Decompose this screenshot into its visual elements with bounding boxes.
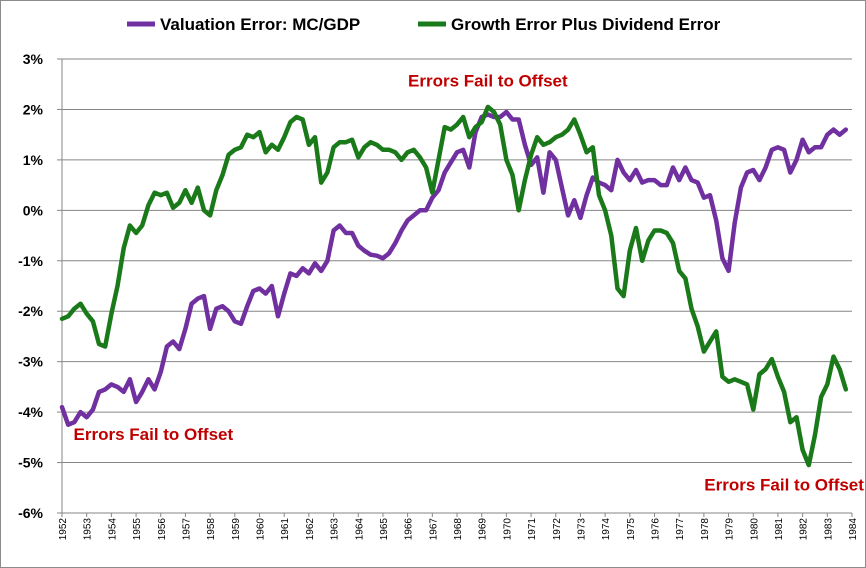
x-tick-label: 1977 [675,518,686,541]
x-tick-label: 1961 [280,518,291,541]
x-tick-label: 1983 [823,518,834,541]
x-tick-label: 1956 [157,518,168,541]
annotation-label: Errors Fail to Offset [74,425,234,444]
y-tick-label: -4% [18,404,43,420]
x-tick-label: 1972 [552,518,563,541]
x-tick-label: 1984 [848,518,859,541]
x-tick-label: 1974 [601,518,612,541]
x-tick-label: 1963 [330,518,341,541]
y-tick-label: 2% [23,101,44,117]
x-tick-label: 1958 [206,518,217,541]
x-tick-label: 1973 [576,518,587,541]
x-tick-label: 1975 [626,518,637,541]
x-tick-label: 1979 [725,518,736,541]
x-tick-label: 1965 [379,518,390,541]
x-tick-label: 1969 [478,518,489,541]
x-tick-label: 1953 [83,518,94,541]
x-tick-label: 1980 [749,518,760,541]
x-tick-label: 1976 [651,518,662,541]
legend-label-2: Growth Error Plus Dividend Error [451,15,721,34]
x-tick-label: 1957 [181,518,192,541]
axes: 3% 2% 1% 0% -1% -2% -3% -4% -5% -6% 1952 1953 1954 19… [18,51,859,540]
y-tick-label: -3% [18,354,43,370]
annotations: Errors Fail to Offset Errors Fail to Offs… [74,72,865,495]
y-tick-label: -1% [18,253,43,269]
x-tick-label: 1978 [700,518,711,541]
series-lines [59,104,849,468]
x-tick-label: 1962 [305,518,316,541]
x-tick-label: 1971 [527,518,538,541]
x-tick-label: 1964 [354,518,365,541]
y-tick-label: 1% [23,152,44,168]
legend-label-1: Valuation Error: MC/GDP [160,15,360,34]
x-tick-label: 1959 [231,518,242,541]
annotation-label: Errors Fail to Offset [408,72,568,91]
y-tick-label: 3% [23,51,44,67]
y-tick-label: 0% [23,202,44,218]
x-tick-label: 1954 [107,518,118,541]
series-line-2 [59,104,849,468]
y-tick-label: -2% [18,303,43,319]
series-line-1 [59,109,849,427]
x-tick-label: 1960 [256,518,267,541]
x-tick-label: 1970 [502,518,513,541]
x-tick-label: 1981 [774,518,785,541]
y-tick-label: -6% [18,505,43,521]
x-tick-label: 1952 [58,518,69,541]
annotation-label: Errors Fail to Offset [704,475,864,494]
legend: Valuation Error: MC/GDP Growth Error Plus… [127,15,721,34]
x-tick-label: 1967 [428,518,439,541]
x-tick-label: 1966 [404,518,415,541]
x-tick-label: 1982 [799,518,810,541]
x-tick-label: 1968 [453,518,464,541]
x-tick-label: 1955 [132,518,143,541]
y-tick-label: -5% [18,455,43,471]
